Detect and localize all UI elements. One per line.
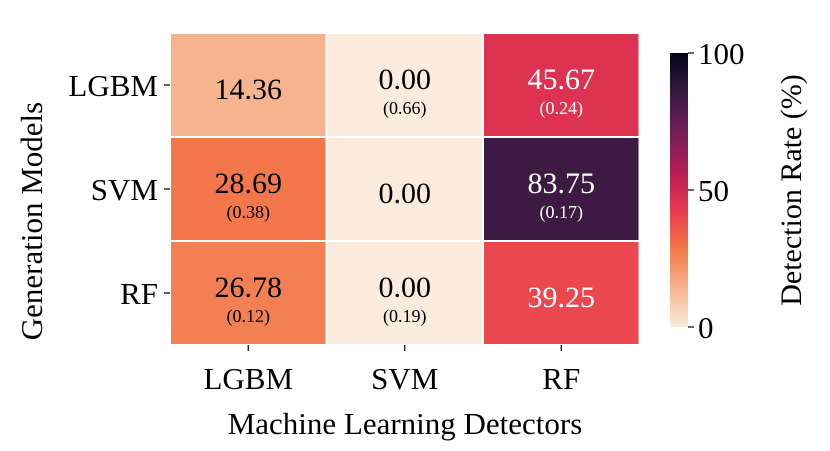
colorbar-tick-label: 0 <box>698 310 714 345</box>
x-tick-label: LGBM <box>203 361 293 396</box>
colorbar: 0 50 100 Detection Rate (%) <box>670 36 808 345</box>
cell-std-label: (0.66) <box>383 98 427 119</box>
heatmap-cell <box>325 32 484 138</box>
cell-value-label: 45.67 <box>528 63 596 96</box>
y-tick-label: RF <box>120 276 158 311</box>
heatmap-cell <box>482 136 641 242</box>
colorbar-tick-label: 100 <box>698 36 745 71</box>
heatmap-cells <box>169 32 641 346</box>
colorbar-ticks: 0 50 100 <box>688 36 745 345</box>
x-axis-title: Machine Learning Detectors <box>228 406 583 441</box>
cell-value-label: 0.00 <box>379 177 432 210</box>
x-tick-label: RF <box>542 361 580 396</box>
cell-std-label: (0.24) <box>540 98 584 119</box>
cell-std-label: (0.38) <box>227 202 271 223</box>
cell-value-label: 26.78 <box>215 271 283 304</box>
heatmap-cell <box>169 32 328 138</box>
x-tick-label: SVM <box>371 361 438 396</box>
cell-labels: 14.36 0.00(0.66)45.67(0.24)28.69(0.38)0.0… <box>215 63 596 327</box>
cell-value-label: 28.69 <box>215 167 283 200</box>
cell-std-label: (0.12) <box>227 306 271 327</box>
heatmap-cell <box>325 240 484 346</box>
cell-std-label: (0.17) <box>540 202 584 223</box>
colorbar-label: Detection Rate (%) <box>775 74 808 306</box>
y-axis-title: Generation Models <box>14 102 49 340</box>
cell-value-label: 0.00 <box>379 271 432 304</box>
cell-std-label: (0.19) <box>383 306 427 327</box>
cell-value-label: 0.00 <box>379 63 432 96</box>
colorbar-gradient <box>670 53 688 327</box>
axes: LGBM SVM RF LGBM SVM RF <box>68 68 580 396</box>
cell-value-label: 14.36 <box>215 73 283 106</box>
heatmap-cell <box>169 136 328 242</box>
y-tick-label: LGBM <box>68 68 158 103</box>
cell-value-label: 83.75 <box>528 167 596 200</box>
colorbar-tick-label: 50 <box>698 173 729 208</box>
y-tick-label: SVM <box>91 172 158 207</box>
cell-value-label: 39.25 <box>528 281 596 314</box>
heatmap-cell <box>482 32 641 138</box>
